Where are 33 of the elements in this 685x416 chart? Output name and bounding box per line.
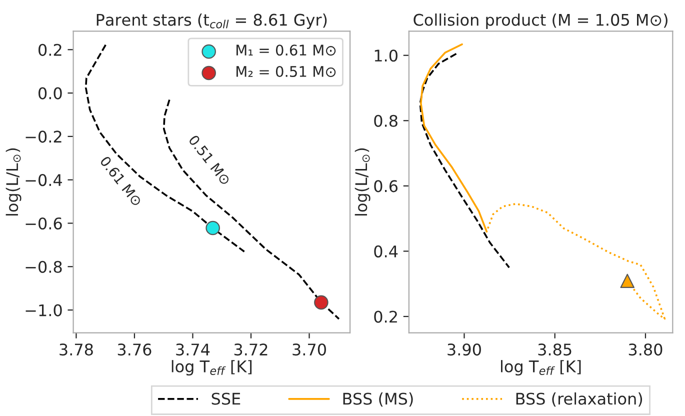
x-axis-title: log T$_{eff}$ [K] (172, 360, 252, 376)
y-tick-label: 0.2 (374, 310, 397, 323)
y-tick-label: 0.4 (374, 245, 398, 258)
line-series (162, 98, 340, 320)
x-tick-label: 3.78 (60, 344, 93, 356)
y-tick-label: 0.0 (38, 87, 62, 100)
legend-label: M₁ = 0.61 M⊙ (236, 44, 336, 56)
y-tick-label: 0.6 (374, 180, 398, 192)
x-tick-label: 3.90 (448, 344, 481, 356)
y-tick-label: −1.0 (26, 304, 62, 316)
x-tick-label: 3.74 (176, 344, 210, 356)
y-tick-label: −0.6 (26, 217, 62, 230)
y-tick-label: −0.8 (26, 260, 62, 273)
y-tick-label: −0.2 (26, 130, 62, 143)
x-tick-label: 3.80 (628, 344, 662, 356)
x-axis-title: log T$_{eff}$ [K] (501, 360, 581, 376)
line-series (419, 52, 510, 268)
y-tick-label: 0.2 (38, 44, 62, 56)
legend-label: M₂ = 0.51 M⊙ (236, 66, 336, 78)
x-tick-label: 3.72 (234, 344, 268, 356)
legend-label: BSS (MS) (343, 392, 413, 407)
y-axis-title: log(L/L$_{⊙}$) (6, 148, 22, 216)
legend-label: BSS (relaxation) (516, 392, 642, 407)
x-tick-label: 3.76 (118, 344, 152, 356)
y-axis-title: log(L/L$_{⊙}$) (354, 148, 370, 216)
legend-label: SSE (212, 392, 240, 405)
y-tick-label: 1.0 (374, 50, 398, 62)
y-tick-label: 0.8 (374, 114, 398, 127)
x-tick-label: 3.70 (292, 344, 326, 356)
y-tick-label: −0.4 (26, 174, 62, 186)
chart-title: Collision product (M = 1.05 M⊙) (414, 14, 668, 29)
chart-title: Parent stars (t$_{coll}$ = 8.61 Gyr) (96, 14, 327, 29)
x-tick-label: 3.85 (538, 344, 572, 356)
